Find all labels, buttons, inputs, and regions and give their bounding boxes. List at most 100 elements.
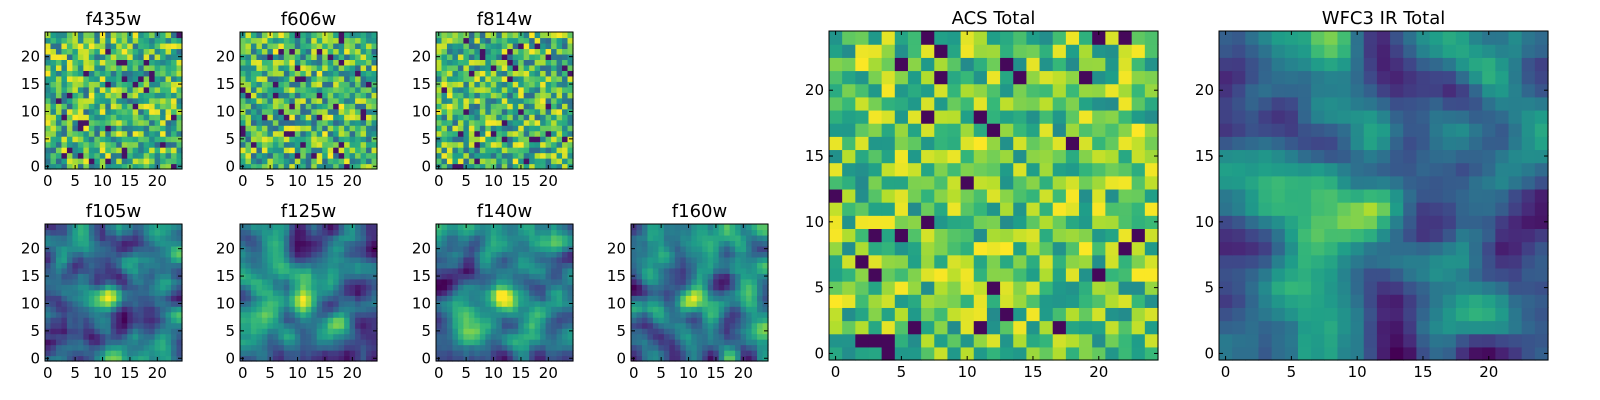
- heatmap-cell: [138, 328, 145, 335]
- heatmap-cell: [496, 152, 503, 159]
- heatmap-cell: [245, 273, 252, 280]
- heatmap-cell: [278, 86, 285, 93]
- heatmap-cell: [360, 317, 367, 324]
- heatmap-cell: [540, 224, 547, 231]
- heatmap-cell: [333, 81, 340, 88]
- heatmap-cell: [83, 234, 90, 242]
- heatmap-cell: [551, 147, 558, 154]
- heatmap-cell: [171, 355, 178, 362]
- heatmap-cell: [283, 295, 290, 302]
- heatmap-cell: [94, 108, 101, 115]
- heatmap-cell: [490, 103, 497, 110]
- heatmap-cell: [718, 262, 725, 269]
- heatmap-cell: [94, 97, 101, 104]
- heatmap-cell: [132, 48, 139, 55]
- heatmap-cell: [523, 273, 530, 280]
- heatmap-cell: [338, 306, 345, 313]
- heatmap-cell: [496, 81, 503, 88]
- heatmap-cell: [333, 86, 340, 93]
- heatmap-cell: [316, 130, 323, 137]
- heatmap-cell: [327, 251, 334, 258]
- heatmap-cell: [250, 75, 258, 82]
- heatmap-cell: [507, 234, 514, 242]
- heatmap-cell: [534, 59, 541, 66]
- heatmap-cell: [740, 229, 747, 236]
- heatmap-cell: [300, 37, 307, 44]
- heatmap-cell: [61, 289, 68, 296]
- heatmap-cell: [534, 267, 541, 274]
- heatmap-cell: [534, 317, 541, 324]
- heatmap-cell: [344, 328, 351, 335]
- heatmap-cell: [366, 284, 373, 291]
- heatmap-cell: [165, 86, 172, 93]
- heatmap-cell: [338, 114, 345, 121]
- heatmap-cell: [261, 306, 268, 313]
- heatmap-cell: [333, 322, 340, 329]
- heatmap-cell: [556, 350, 563, 357]
- heatmap-cell: [127, 245, 134, 252]
- x-tick-label: 5: [265, 364, 275, 382]
- heatmap-cell: [305, 48, 312, 55]
- heatmap-cell: [245, 59, 252, 66]
- heatmap-cell: [121, 48, 128, 55]
- heatmap-cell: [518, 37, 525, 44]
- heatmap-cell: [110, 350, 117, 357]
- heatmap-cell: [534, 300, 541, 307]
- heatmap-cell: [360, 152, 367, 159]
- heatmap-cell: [283, 240, 290, 247]
- heatmap-cell: [289, 141, 296, 148]
- heatmap-cell: [289, 32, 296, 39]
- heatmap-cell: [105, 108, 112, 115]
- heatmap-cell: [960, 228, 975, 243]
- heatmap-cell: [300, 92, 307, 99]
- heatmap-cell: [691, 295, 698, 302]
- heatmap-cell: [300, 119, 307, 126]
- heatmap-cell: [316, 59, 323, 66]
- heatmap-cell: [485, 322, 492, 329]
- heatmap-cell: [751, 328, 758, 335]
- heatmap-cell: [556, 289, 563, 296]
- heatmap-cell: [165, 81, 172, 88]
- heatmap-cell: [360, 125, 367, 132]
- heatmap-cell: [77, 234, 84, 242]
- heatmap-cell: [1118, 215, 1133, 229]
- heatmap-cell: [66, 70, 73, 77]
- heatmap-cell: [138, 136, 145, 143]
- heatmap-cell: [691, 311, 698, 318]
- heatmap-cell: [1065, 241, 1080, 256]
- heatmap-cell: [371, 158, 378, 165]
- heatmap-cell: [165, 125, 172, 132]
- axes-frame: [239, 31, 378, 170]
- heatmap-cell: [110, 322, 117, 329]
- heatmap-cell: [121, 328, 128, 335]
- heatmap-cell: [338, 333, 345, 340]
- heatmap-cell: [652, 267, 659, 274]
- heatmap-cell: [94, 37, 101, 44]
- heatmap-cell: [436, 267, 443, 274]
- heatmap-cell: [171, 86, 178, 93]
- heatmap-cell: [138, 322, 145, 329]
- heatmap-cell: [61, 81, 68, 88]
- heatmap-cell: [138, 53, 145, 60]
- heatmap-cell: [713, 306, 720, 313]
- heatmap-cell: [707, 229, 714, 236]
- heatmap-cell: [240, 75, 247, 82]
- heatmap-cell: [518, 306, 525, 313]
- heatmap-cell: [729, 262, 736, 269]
- heatmap-cell: [371, 70, 378, 77]
- heatmap-cell: [718, 289, 725, 296]
- heatmap-cell: [973, 202, 988, 216]
- x-tick-label: 20: [539, 364, 558, 382]
- heatmap-cell: [436, 262, 443, 269]
- heatmap-cell: [1131, 307, 1146, 322]
- heatmap-cell: [94, 229, 101, 236]
- heatmap-cell: [154, 130, 161, 137]
- heatmap-cell: [256, 256, 263, 263]
- heatmap-cell: [556, 64, 563, 71]
- heatmap-cell: [713, 273, 720, 280]
- heatmap-cell: [512, 262, 519, 269]
- heatmap-cell: [490, 125, 497, 132]
- heatmap-cell: [468, 163, 475, 170]
- heatmap-cell: [72, 278, 79, 285]
- heatmap-cell: [757, 245, 764, 252]
